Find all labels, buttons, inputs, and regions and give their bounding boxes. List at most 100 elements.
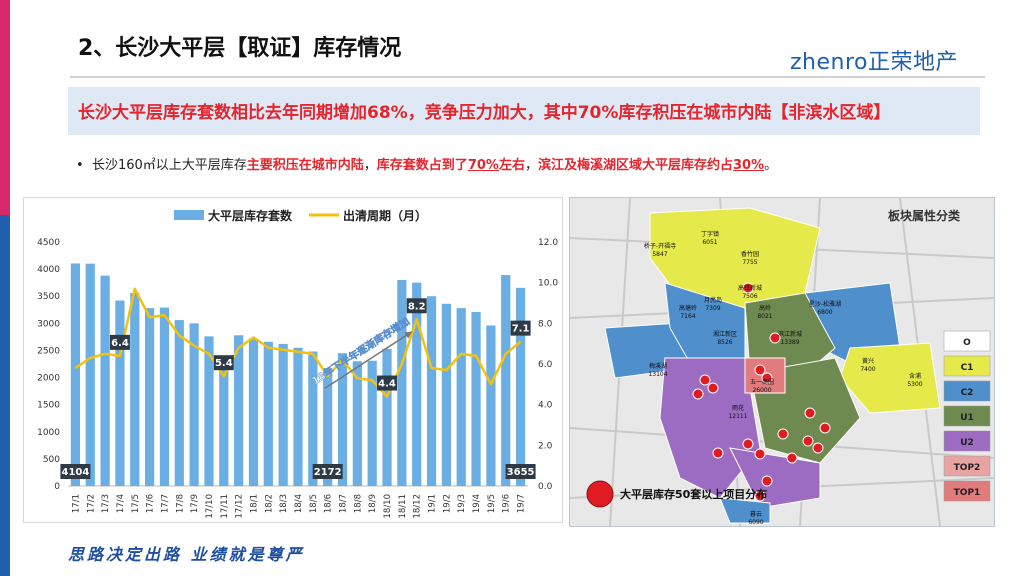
y-left-tick-label: 2000	[37, 374, 60, 384]
side-accent-blue	[0, 215, 10, 576]
legend-bar-swatch	[174, 210, 204, 220]
company-logo: zhenro正荣地产	[790, 50, 958, 75]
bar-17/8	[174, 320, 184, 486]
legend-bar-label: 大平层库存套数	[208, 208, 293, 223]
marker-legend-text: 大平层库存50套以上项目分布	[620, 487, 767, 501]
line-value-label: 5.4	[215, 358, 233, 369]
bullet-pct-30: 30%	[732, 158, 765, 173]
x-tick-label: 19/4	[472, 494, 482, 513]
map-legend-swatch	[943, 480, 991, 502]
x-tick-label: 17/12	[235, 494, 245, 519]
bar-value-label-bg	[60, 464, 91, 479]
map-region-name: 高铁新城	[738, 284, 762, 292]
x-tick-label: 17/3	[101, 494, 111, 513]
inventory-chart: 大平层库存套数 出清周期（月） 0 500 1000 1500 2000 2500 3000 35…	[37, 208, 558, 519]
project-marker	[707, 382, 719, 394]
project-marker	[769, 332, 781, 344]
legend-line-label: 出清周期（月）	[343, 208, 427, 223]
bar-18/10	[382, 348, 392, 486]
x-tick-label: 17/5	[131, 494, 141, 513]
bar-value-label-bg	[312, 464, 343, 479]
project-marker	[761, 372, 773, 384]
map-legend-label: TOP2	[954, 463, 981, 473]
marker-legend-icon	[586, 480, 614, 508]
map-region-value: 7506	[742, 293, 757, 300]
y-right-tick-label: 10.0	[538, 279, 558, 289]
map-legend-swatch	[943, 455, 991, 477]
y-right-tick-label: 2.0	[538, 441, 553, 451]
map-region-name: 五一商圈	[750, 378, 774, 386]
y-left-tick-label: 4000	[37, 265, 60, 275]
bar-19/7	[515, 287, 526, 486]
project-marker	[742, 438, 754, 450]
map-region-value: 26000	[752, 387, 771, 394]
x-tick-label: 17/10	[205, 494, 215, 519]
y-right-tick-label: 12.0	[538, 238, 558, 248]
map-region-name: 滨江新城	[778, 330, 802, 338]
map-region-name: 含浦	[909, 372, 921, 380]
x-tick-label: 18/8	[353, 494, 363, 513]
map-region-name: 香竹园	[741, 250, 759, 258]
map-region-name: 丁字镇	[701, 230, 719, 238]
project-marker	[712, 447, 724, 459]
x-tick-label: 17/8	[175, 494, 185, 513]
bar-18/3	[278, 343, 288, 486]
bar-17/7	[159, 307, 170, 486]
bar-17/11	[219, 356, 229, 486]
y-right-tick-label: 0.0	[538, 482, 553, 492]
project-marker	[777, 428, 789, 440]
x-tick-label: 18/9	[368, 494, 378, 513]
bar-17/3	[100, 275, 110, 486]
map-panel: 板块属性分类 O C1 C2 U1 U2 TOP2 TOP1 大平层库存50套以上项目分布 …	[569, 197, 995, 527]
map-region-value: 6051	[702, 239, 717, 246]
map-region-name: 雨花	[732, 404, 744, 412]
map-region-value: 6800	[817, 309, 832, 316]
x-tick-label: 19/1	[428, 494, 438, 513]
line-value-label: 6.4	[111, 338, 129, 349]
map-legend-label: U2	[960, 438, 974, 448]
map-region-value: 8526	[717, 339, 732, 346]
x-tick-label: 18/7	[339, 494, 349, 513]
map-region-value: 7400	[860, 366, 875, 373]
map-region-value: 6090	[748, 519, 763, 526]
x-tick-label: 19/6	[502, 494, 512, 513]
x-tick-label: 17/2	[86, 494, 96, 513]
footer-slogan: 思路决定出路 业绩就是尊严	[68, 545, 305, 564]
x-tick-label: 17/11	[220, 494, 230, 519]
bar-value-label: 3655	[507, 467, 535, 478]
bullet-dot: •	[76, 158, 92, 173]
project-marker	[812, 442, 824, 454]
y-left-tick-label: 4500	[37, 238, 60, 248]
bar-value-label: 2172	[314, 467, 342, 478]
bar-17/12	[234, 335, 244, 486]
bar-18/1	[248, 338, 259, 486]
map-districts	[604, 207, 941, 524]
project-marker	[819, 422, 831, 434]
map-legend-swatch	[943, 430, 991, 452]
bar-value-label-bg	[505, 464, 536, 479]
y-left-tick-label: 1500	[37, 401, 60, 411]
bar-18/6	[323, 368, 333, 486]
y-right-tick-label: 4.0	[538, 401, 553, 411]
map-legend-swatch	[943, 405, 991, 427]
y-left-tick-label: 3500	[37, 292, 60, 302]
y-right-tick-label: 6.0	[538, 360, 553, 370]
y-left-tick-label: 2500	[37, 346, 60, 356]
x-tick-label: 17/4	[116, 494, 126, 513]
y-left-tick-label: 0	[54, 482, 60, 492]
x-tick-label: 19/3	[457, 494, 467, 513]
project-marker	[699, 374, 711, 386]
line-value-label-bg	[109, 334, 130, 350]
project-marker	[742, 282, 754, 294]
project-marker	[802, 435, 814, 447]
map-legend-swatch	[943, 330, 991, 352]
line-value-label-bg	[213, 355, 234, 371]
x-tick-label: 18/6	[324, 494, 334, 513]
annotation-arrowhead	[404, 331, 413, 339]
project-marker	[754, 490, 766, 502]
map-region-name: 暮云	[750, 510, 762, 518]
project-marker	[692, 388, 704, 400]
headline-banner: 长沙大平层库存套数相比去年同期增加68%，竞争压力加大，其中70%库存积压在城市…	[68, 87, 980, 135]
map-legend-label: U1	[960, 413, 974, 423]
project-marker	[761, 475, 773, 487]
